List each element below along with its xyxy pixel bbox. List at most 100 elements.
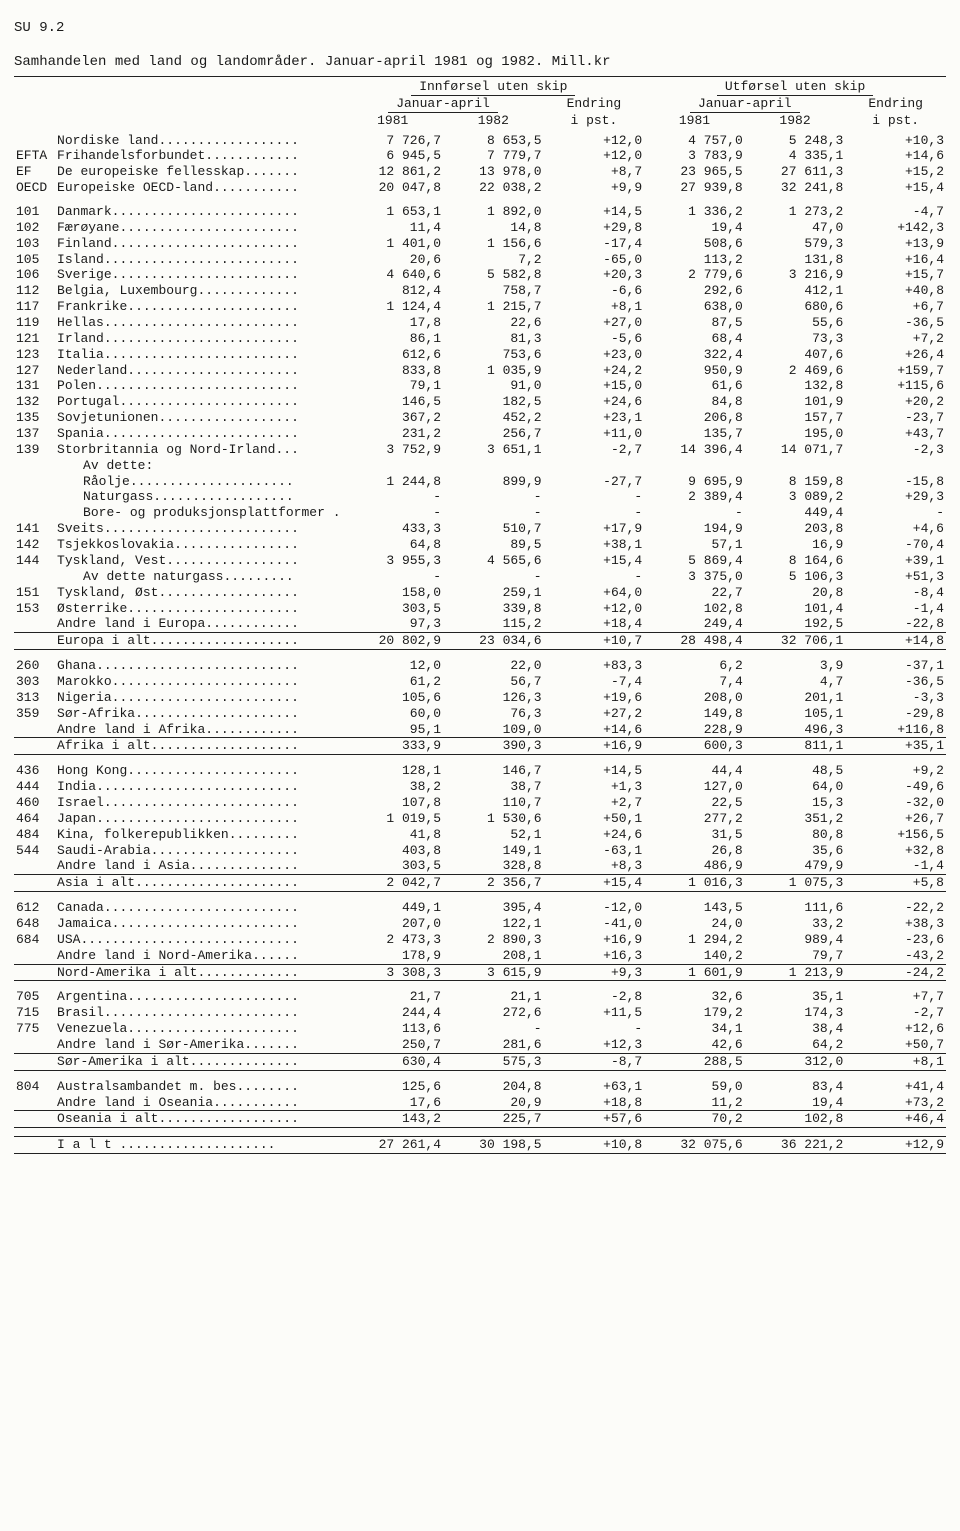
cell-value: 7 726,7 (342, 133, 443, 149)
cell-value: 5 582,8 (443, 267, 544, 283)
cell-value: +116,8 (845, 722, 946, 738)
cell-value: 225,7 (443, 1111, 544, 1128)
cell-value: +20,3 (544, 267, 645, 283)
country-name: Israel ......................... (55, 795, 342, 811)
table-row: 103Finland ........................1 401… (14, 236, 946, 252)
cell-value: 23 965,5 (644, 164, 745, 180)
cell-value: +5,8 (845, 875, 946, 892)
cell-value: +4,6 (845, 521, 946, 537)
country-name: Frankrike ...................... (55, 299, 342, 315)
cell-value: 1 213,9 (745, 964, 846, 981)
cell-value (342, 458, 443, 474)
cell-value: 113,6 (342, 1021, 443, 1037)
cell-value: 433,3 (342, 521, 443, 537)
table-header: Innførsel uten skip Utførsel uten skip J… (14, 79, 946, 133)
hdr-y2-b: 1982 (745, 113, 846, 129)
cell-value: 32,6 (644, 989, 745, 1005)
cell-value: 12 861,2 (342, 164, 443, 180)
table-row: 102Færøyane .......................11,41… (14, 220, 946, 236)
cell-value: 17,8 (342, 315, 443, 331)
country-code: 135 (14, 410, 55, 426)
country-name: Polen .......................... (55, 378, 342, 394)
country-name: Argentina ...................... (55, 989, 342, 1005)
country-code: 112 (14, 283, 55, 299)
country-name: Nordiske land .................. (55, 133, 342, 149)
cell-value: +11,5 (544, 1005, 645, 1021)
cell-value: 195,0 (745, 426, 846, 442)
cell-value: -2,7 (544, 442, 645, 458)
cell-value: 3 651,1 (443, 442, 544, 458)
cell-value: -23,7 (845, 410, 946, 426)
cell-value: 479,9 (745, 858, 846, 874)
cell-value: 281,6 (443, 1037, 544, 1053)
cell-value: 5 106,3 (745, 569, 846, 585)
country-name: Sverige ........................ (55, 267, 342, 283)
cell-value: 15,3 (745, 795, 846, 811)
cell-value: - (443, 489, 544, 505)
country-code: 121 (14, 331, 55, 347)
cell-value: 7,4 (644, 674, 745, 690)
table-row: 612Canada .........................449,1… (14, 900, 946, 916)
country-code: 464 (14, 811, 55, 827)
cell-value: +29,8 (544, 220, 645, 236)
page-title: Samhandelen med land og landområder. Jan… (14, 54, 946, 70)
cell-value: +40,8 (845, 283, 946, 299)
country-code: 105 (14, 252, 55, 268)
cell-value: +17,9 (544, 521, 645, 537)
cell-value: 122,1 (443, 916, 544, 932)
country-code (14, 858, 55, 874)
cell-value: 182,5 (443, 394, 544, 410)
cell-value: 2 469,6 (745, 363, 846, 379)
table-row: 131Polen ..........................79,19… (14, 378, 946, 394)
country-name: Nord-Amerika i alt ............. (55, 964, 342, 981)
country-name: Nederland ...................... (55, 363, 342, 379)
cell-value: 146,5 (342, 394, 443, 410)
cell-value: - (544, 489, 645, 505)
country-name: Island ......................... (55, 252, 342, 268)
cell-value: -43,2 (845, 948, 946, 964)
country-name: Nigeria ........................ (55, 690, 342, 706)
country-name: Av dette naturgass ......... (55, 569, 342, 585)
cell-value: +83,3 (544, 658, 645, 674)
cell-value: 95,1 (342, 722, 443, 738)
cell-value: 64,0 (745, 779, 846, 795)
table-row: 117Frankrike ......................1 124… (14, 299, 946, 315)
table-row: 105Island .........................20,67… (14, 252, 946, 268)
cell-value (644, 458, 745, 474)
cell-value: 1 401,0 (342, 236, 443, 252)
cell-value: 5 869,4 (644, 553, 745, 569)
cell-value: +9,3 (544, 964, 645, 981)
cell-value: -65,0 (544, 252, 645, 268)
hdr-y1-a: 1981 (342, 113, 443, 129)
cell-value: 3 955,3 (342, 553, 443, 569)
country-name: Andre land i Asia .............. (55, 858, 342, 874)
cell-value: 486,9 (644, 858, 745, 874)
table-row: 139Storbritannia og Nord-Irland ...3 752… (14, 442, 946, 458)
cell-value: 59,0 (644, 1079, 745, 1095)
cell-value: -1,4 (845, 858, 946, 874)
cell-value: -32,0 (845, 795, 946, 811)
cell-value (845, 458, 946, 474)
cell-value: 12,0 (342, 658, 443, 674)
cell-value: +10,8 (544, 1137, 645, 1154)
country-code: 648 (14, 916, 55, 932)
country-code: 460 (14, 795, 55, 811)
cell-value: -2,7 (845, 1005, 946, 1021)
cell-value: 14,8 (443, 220, 544, 236)
cell-value: 2 779,6 (644, 267, 745, 283)
cell-value: 4 565,6 (443, 553, 544, 569)
country-name: Andre land i Oseania ........... (55, 1095, 342, 1111)
cell-value: +32,8 (845, 843, 946, 859)
country-name: Danmark ........................ (55, 204, 342, 220)
cell-value: - (544, 569, 645, 585)
country-code: 142 (14, 537, 55, 553)
cell-value: 811,1 (745, 738, 846, 755)
country-code: 684 (14, 932, 55, 948)
subtotal-row: Afrika i alt ...................333,9390… (14, 738, 946, 755)
cell-value: 249,4 (644, 616, 745, 632)
cell-value: +38,3 (845, 916, 946, 932)
cell-value: 42,6 (644, 1037, 745, 1053)
cell-value: 833,8 (342, 363, 443, 379)
cell-value: 5 248,3 (745, 133, 846, 149)
country-name: Andre land i Nord-Amerika ...... (55, 948, 342, 964)
